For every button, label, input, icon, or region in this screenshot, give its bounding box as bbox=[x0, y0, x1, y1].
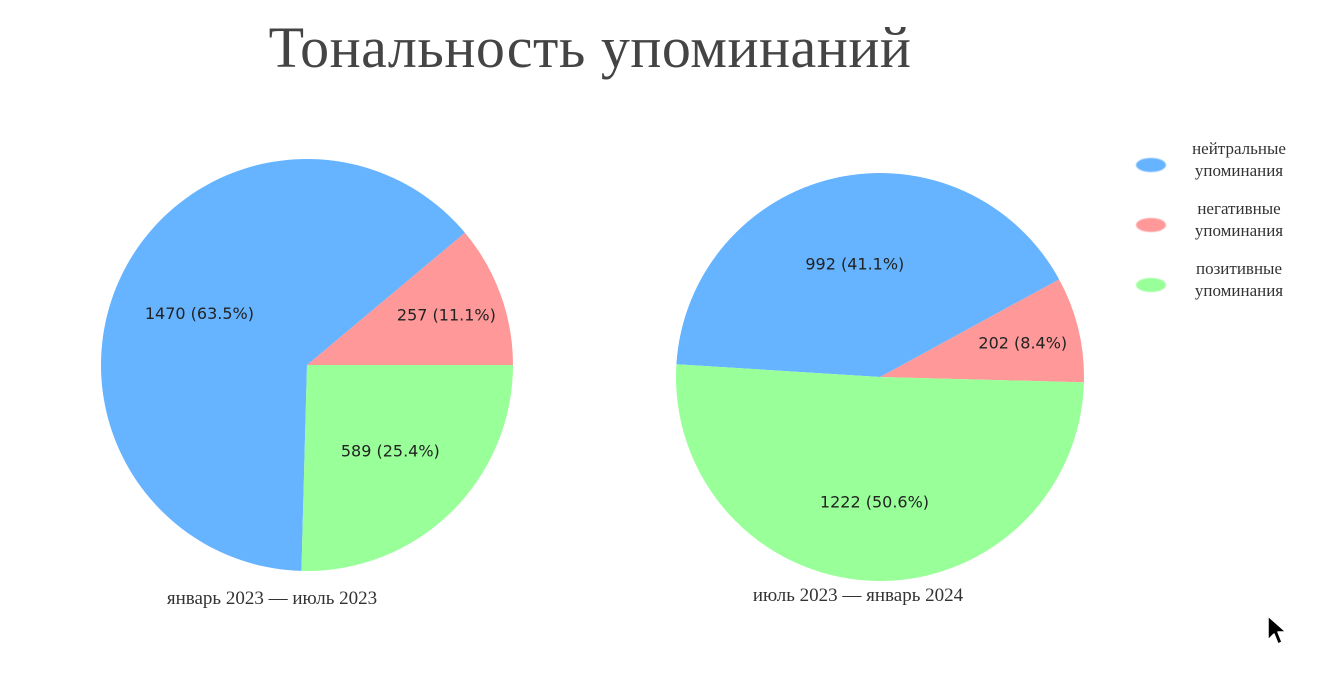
legend-swatch-neutral bbox=[1136, 158, 1166, 172]
legend: нейтральные упоминания негативные упомин… bbox=[1128, 136, 1328, 316]
slice-label-positive: 1222 (50.6%) bbox=[820, 492, 929, 511]
slice-label-neutral: 1470 (63.5%) bbox=[145, 304, 254, 323]
pie-slice-negative bbox=[307, 232, 513, 365]
pie-slice-positive bbox=[301, 365, 513, 571]
slice-label-neutral: 992 (41.1%) bbox=[805, 254, 904, 273]
pie-chart-jan-jul-2023: 257 (11.1%) 1470 (63.5%) 589 (25.4%) bbox=[101, 159, 513, 571]
legend-label-line1: негативные bbox=[1197, 199, 1281, 218]
pie-slice-neutral bbox=[101, 159, 465, 571]
chart-caption: июль 2023 — январь 2024 bbox=[753, 585, 964, 606]
legend-swatch-positive bbox=[1136, 278, 1166, 292]
legend-label-line2: упоминания bbox=[1194, 161, 1284, 180]
legend-label-line1: нейтральные bbox=[1192, 139, 1286, 158]
slice-label-positive: 589 (25.4%) bbox=[341, 442, 440, 461]
pie-slice-negative bbox=[880, 279, 1084, 383]
mouse-cursor-icon bbox=[1267, 615, 1287, 645]
chart-caption: январь 2023 — июль 2023 bbox=[167, 588, 377, 609]
pie-chart-jul-2023-jan-2024: 202 (8.4%) 992 (41.1%) 1222 (50.6%) bbox=[675, 173, 1084, 582]
legend-label-line2: упоминания bbox=[1194, 221, 1284, 240]
legend-item-positive: позитивные упоминания bbox=[1128, 256, 1328, 316]
legend-label-line2: упоминания bbox=[1194, 281, 1284, 300]
legend-swatch-negative bbox=[1136, 218, 1166, 232]
slice-label-negative: 202 (8.4%) bbox=[978, 334, 1067, 353]
pie-slice-positive bbox=[675, 364, 1084, 582]
legend-item-neutral: нейтральные упоминания bbox=[1128, 136, 1328, 196]
chart-title: Тональность упоминаний bbox=[268, 15, 912, 80]
slice-label-negative: 257 (11.1%) bbox=[397, 305, 496, 324]
legend-label-line1: позитивные bbox=[1195, 259, 1283, 278]
legend-item-negative: негативные упоминания bbox=[1128, 196, 1328, 256]
pie-slice-neutral bbox=[676, 173, 1060, 377]
